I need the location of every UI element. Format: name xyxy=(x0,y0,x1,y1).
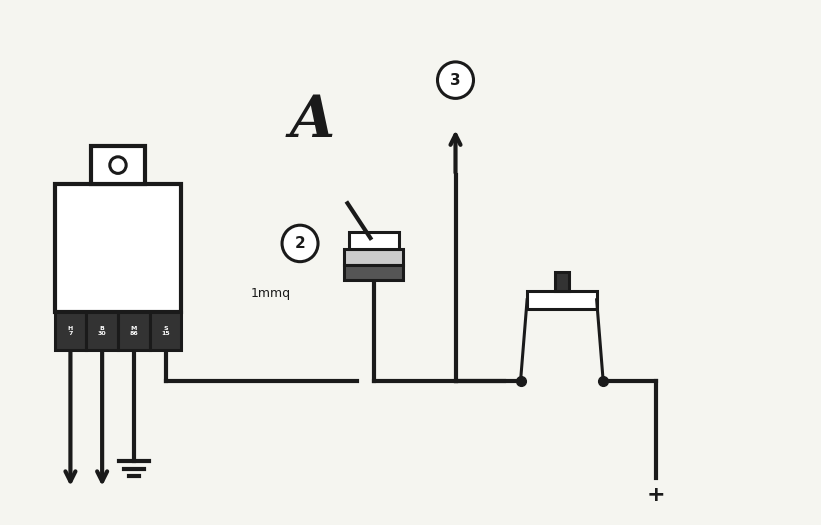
Circle shape xyxy=(282,225,318,261)
Bar xyxy=(54,312,86,350)
Bar xyxy=(527,291,597,309)
Text: 2: 2 xyxy=(295,236,305,251)
Bar xyxy=(86,312,118,350)
Text: M
86: M 86 xyxy=(130,326,138,336)
Bar xyxy=(118,312,149,350)
Text: +: + xyxy=(647,485,665,505)
Bar xyxy=(344,249,403,265)
Bar xyxy=(91,146,144,184)
Bar xyxy=(344,265,403,280)
Text: 3: 3 xyxy=(450,72,461,88)
Bar xyxy=(554,272,569,291)
Text: 1mmq: 1mmq xyxy=(251,287,291,300)
Bar xyxy=(149,312,181,350)
Bar xyxy=(349,232,399,249)
Circle shape xyxy=(110,157,126,173)
Text: S
15: S 15 xyxy=(161,326,170,336)
Bar xyxy=(54,184,181,312)
Text: A: A xyxy=(290,92,335,149)
Text: B
30: B 30 xyxy=(98,326,107,336)
Text: H
7: H 7 xyxy=(68,326,73,336)
Circle shape xyxy=(438,62,474,98)
